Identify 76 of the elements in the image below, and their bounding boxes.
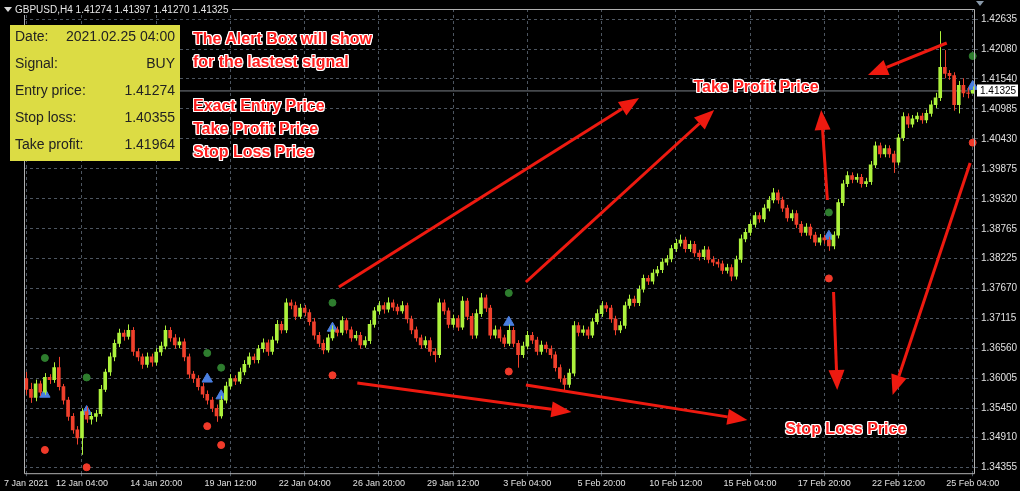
ref-line-label: 1.41325 bbox=[980, 84, 1017, 96]
point bbox=[203, 349, 212, 358]
candlestick bbox=[850, 171, 854, 184]
candlestick bbox=[854, 172, 859, 184]
x-tick-label: 3 Feb 04:00 bbox=[503, 478, 552, 489]
candlestick bbox=[720, 260, 724, 275]
point bbox=[217, 441, 226, 450]
point bbox=[201, 372, 213, 383]
point bbox=[40, 445, 49, 454]
annotation: 1.41964 bbox=[124, 136, 175, 152]
annotation: Entry price: bbox=[15, 82, 86, 98]
annotation: 2021.02.25 04:00 bbox=[66, 28, 175, 44]
candlestick bbox=[335, 326, 339, 337]
x-tick-label: 22 Feb 12:00 bbox=[871, 478, 925, 489]
y-tick-label: 1.38765 bbox=[981, 222, 1018, 234]
annotation: Date: bbox=[15, 28, 49, 44]
candlestick bbox=[581, 325, 585, 337]
x-tick-label: 26 Jan 20:00 bbox=[352, 478, 405, 489]
y-tick-label: 1.34355 bbox=[981, 461, 1018, 473]
candlestick bbox=[233, 374, 237, 386]
point bbox=[824, 208, 833, 217]
annotation: 1.40355 bbox=[124, 109, 175, 125]
y-tick-label: 1.39875 bbox=[981, 162, 1018, 174]
annotation: Take Profit Price bbox=[193, 120, 319, 138]
point bbox=[504, 367, 513, 376]
annotation: 1.41274 bbox=[124, 82, 175, 98]
x-tick-label: 25 Feb 04:00 bbox=[946, 478, 1000, 489]
point bbox=[503, 315, 515, 326]
y-tick-label: 1.37670 bbox=[981, 281, 1018, 293]
y-tick-label: 1.37115 bbox=[981, 311, 1017, 323]
annotation: Signal: bbox=[15, 55, 58, 71]
point bbox=[328, 298, 337, 307]
x-tick-label: 29 Jan 12:00 bbox=[427, 478, 480, 489]
x-tick-label: 14 Jan 20:00 bbox=[130, 478, 183, 489]
annotation: for the lastest signal bbox=[193, 53, 349, 71]
point bbox=[824, 274, 833, 283]
annotation: The Alert Box will show bbox=[193, 30, 372, 48]
annotation: Take profit: bbox=[15, 136, 84, 152]
y-tick-label: 1.39320 bbox=[981, 192, 1018, 204]
candlestick bbox=[724, 263, 729, 275]
annotation: Stop Loss Price bbox=[785, 420, 907, 438]
point bbox=[82, 373, 91, 382]
chart-title: GBPUSD,H4 1.41274 1.41397 1.41270 1.41325 bbox=[15, 4, 229, 15]
y-tick-label: 1.36560 bbox=[981, 341, 1018, 353]
y-tick-label: 1.35450 bbox=[981, 402, 1018, 414]
point bbox=[328, 371, 337, 380]
candlestick bbox=[493, 325, 497, 339]
x-tick-label: 17 Feb 20:00 bbox=[797, 478, 851, 489]
y-tick-label: 1.38225 bbox=[981, 251, 1018, 263]
annotation: Take Profit Price bbox=[693, 78, 819, 96]
y-tick-label: 1.34910 bbox=[981, 431, 1018, 443]
y-tick-label: 1.42635 bbox=[981, 13, 1018, 25]
x-tick-label: 5 Feb 20:00 bbox=[577, 478, 626, 489]
x-tick-label: 10 Feb 12:00 bbox=[649, 478, 703, 489]
y-tick-label: 1.40985 bbox=[981, 102, 1018, 114]
annotation: BUY bbox=[146, 55, 175, 71]
x-tick-label: 7 Jan 2021 bbox=[4, 478, 49, 489]
x-tick-label: 22 Jan 04:00 bbox=[278, 478, 331, 489]
annotation: Stop Loss Price bbox=[193, 143, 314, 161]
annotation: Exact Entry Price bbox=[193, 97, 325, 115]
point bbox=[504, 289, 513, 298]
point bbox=[82, 463, 91, 472]
point bbox=[40, 353, 49, 362]
x-tick-label: 15 Feb 04:00 bbox=[723, 478, 777, 489]
point bbox=[968, 138, 977, 147]
annotation: Stop loss: bbox=[15, 109, 77, 125]
candlestick bbox=[905, 112, 910, 129]
point bbox=[217, 363, 226, 372]
point bbox=[968, 52, 977, 61]
point bbox=[203, 422, 212, 431]
y-tick-label: 1.41540 bbox=[981, 72, 1018, 84]
x-tick-label: 12 Jan 04:00 bbox=[55, 478, 109, 489]
y-tick-label: 1.42080 bbox=[981, 43, 1018, 55]
y-tick-label: 1.36005 bbox=[981, 372, 1018, 383]
x-tick-label: 19 Jan 12:00 bbox=[204, 478, 257, 489]
y-tick-label: 1.40430 bbox=[981, 132, 1018, 144]
